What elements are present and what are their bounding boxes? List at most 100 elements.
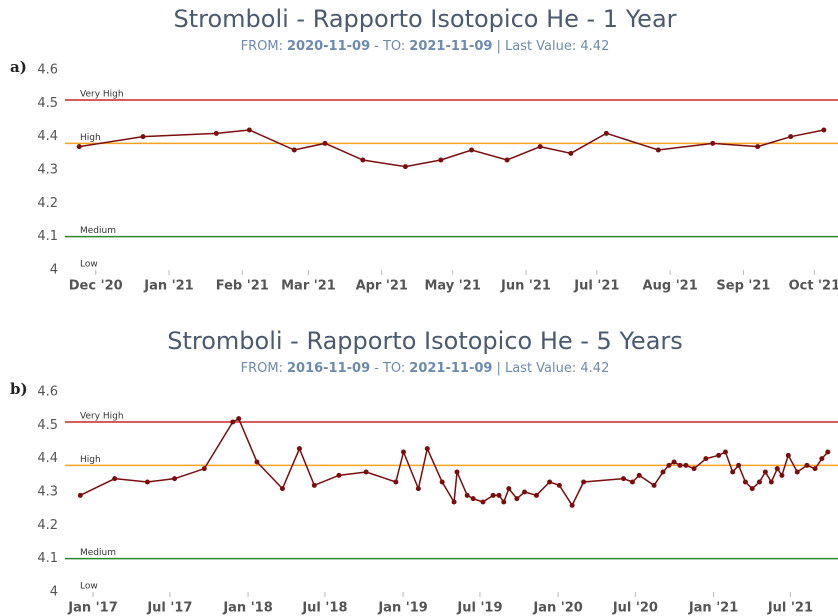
threshold-label: Medium xyxy=(80,226,116,236)
data-point xyxy=(311,482,317,488)
y-tick-label: 4 xyxy=(50,263,58,278)
y-tick-label: 4.3 xyxy=(37,163,58,178)
threshold-label: High xyxy=(80,455,101,465)
x-tick-label: Jan '21 xyxy=(688,601,738,616)
x-tick-label: Oct '21 xyxy=(789,279,838,294)
data-point xyxy=(336,472,342,478)
data-point xyxy=(730,469,736,475)
threshold-label: Low xyxy=(80,582,98,592)
subtitle-part: | Last Value: 4.42 xyxy=(496,39,609,54)
panel-label: b) xyxy=(10,380,28,398)
x-tick-label: Mar '21 xyxy=(281,279,336,294)
data-point xyxy=(140,134,146,140)
data-point xyxy=(236,416,242,422)
data-point xyxy=(768,479,774,485)
y-tick-label: 4.3 xyxy=(37,485,58,500)
data-point xyxy=(756,479,762,485)
data-point xyxy=(785,452,791,458)
y-tick-label: 4.1 xyxy=(37,551,58,566)
data-point xyxy=(636,472,642,478)
data-point xyxy=(603,130,609,136)
data-point xyxy=(415,486,421,492)
x-tick-label: Jul '20 xyxy=(612,601,658,616)
chart-panel: Stromboli - Rapporto Isotopico He - 5 Ye… xyxy=(10,327,838,616)
x-tick-label: Sep '21 xyxy=(716,279,770,294)
threshold-label: Very High xyxy=(80,412,124,422)
data-point xyxy=(703,456,709,462)
subtitle-part: 2021-11-09 xyxy=(409,39,492,54)
data-point xyxy=(402,164,408,170)
x-tick-label: Jul '21 xyxy=(573,279,619,294)
data-point xyxy=(496,492,502,498)
data-point xyxy=(201,466,207,472)
x-tick-label: Jan '17 xyxy=(67,601,117,616)
data-point xyxy=(172,476,178,482)
data-point xyxy=(480,499,486,505)
data-point xyxy=(710,140,716,146)
y-tick-label: 4.6 xyxy=(37,63,58,78)
data-point xyxy=(438,157,444,163)
data-point xyxy=(230,419,236,425)
chart-title: Stromboli - Rapporto Isotopico He - 5 Ye… xyxy=(167,327,683,355)
data-point xyxy=(254,459,260,465)
data-point xyxy=(774,466,780,472)
data-point xyxy=(621,476,627,482)
subtitle-part: - TO: xyxy=(374,39,405,54)
data-point xyxy=(779,472,785,478)
x-tick-label: Apr '21 xyxy=(356,279,408,294)
y-tick-label: 4.6 xyxy=(37,385,58,400)
data-point xyxy=(506,486,512,492)
data-point xyxy=(825,449,831,455)
x-tick-label: Jan '19 xyxy=(377,601,427,616)
x-tick-label: Jan '20 xyxy=(532,601,582,616)
data-point xyxy=(279,486,285,492)
data-point xyxy=(112,476,118,482)
x-tick-label: May '21 xyxy=(424,279,480,294)
threshold-label: Low xyxy=(80,260,98,270)
data-point xyxy=(363,469,369,475)
x-tick-label: Jun '21 xyxy=(500,279,551,294)
data-point xyxy=(755,144,761,150)
data-point xyxy=(490,492,496,498)
data-point xyxy=(401,449,407,455)
data-point xyxy=(666,462,672,468)
data-line xyxy=(79,417,829,507)
data-point xyxy=(393,479,399,485)
subtitle-part: - TO: xyxy=(374,361,405,376)
threshold-label: Very High xyxy=(80,90,124,100)
data-point xyxy=(683,462,689,468)
data-point xyxy=(469,147,475,153)
x-tick-label: Jan '21 xyxy=(143,279,193,294)
x-tick-label: Dec '20 xyxy=(69,279,123,294)
data-point xyxy=(655,147,661,153)
data-point xyxy=(568,150,574,156)
data-point xyxy=(804,462,810,468)
data-point xyxy=(788,134,794,140)
y-tick-label: 4.5 xyxy=(37,418,58,433)
data-point xyxy=(722,449,728,455)
threshold-label: High xyxy=(80,133,101,143)
y-tick-label: 4.5 xyxy=(37,96,58,111)
data-point xyxy=(296,446,302,452)
data-point xyxy=(736,462,742,468)
data-point xyxy=(537,144,543,150)
data-point xyxy=(812,466,818,472)
y-tick-label: 4 xyxy=(50,585,58,600)
y-tick-label: 4.4 xyxy=(37,129,58,144)
data-point xyxy=(762,469,768,475)
data-point xyxy=(581,479,587,485)
chart-subtitle: FROM: 2020-11-09 - TO: 2021-11-09 | Last Val… xyxy=(241,39,610,54)
data-point xyxy=(213,130,219,136)
chart-title: Stromboli - Rapporto Isotopico He - 1 Ye… xyxy=(173,5,676,33)
data-point xyxy=(501,499,507,505)
data-point xyxy=(821,127,827,133)
data-point xyxy=(716,452,722,458)
y-tick-label: 4.2 xyxy=(37,196,58,211)
x-tick-label: Jul '17 xyxy=(146,601,192,616)
data-point xyxy=(470,496,476,502)
subtitle-part: FROM: xyxy=(241,39,283,54)
data-point xyxy=(514,496,520,502)
x-tick-label: Aug '21 xyxy=(643,279,698,294)
subtitle-part: | Last Value: 4.42 xyxy=(496,361,609,376)
